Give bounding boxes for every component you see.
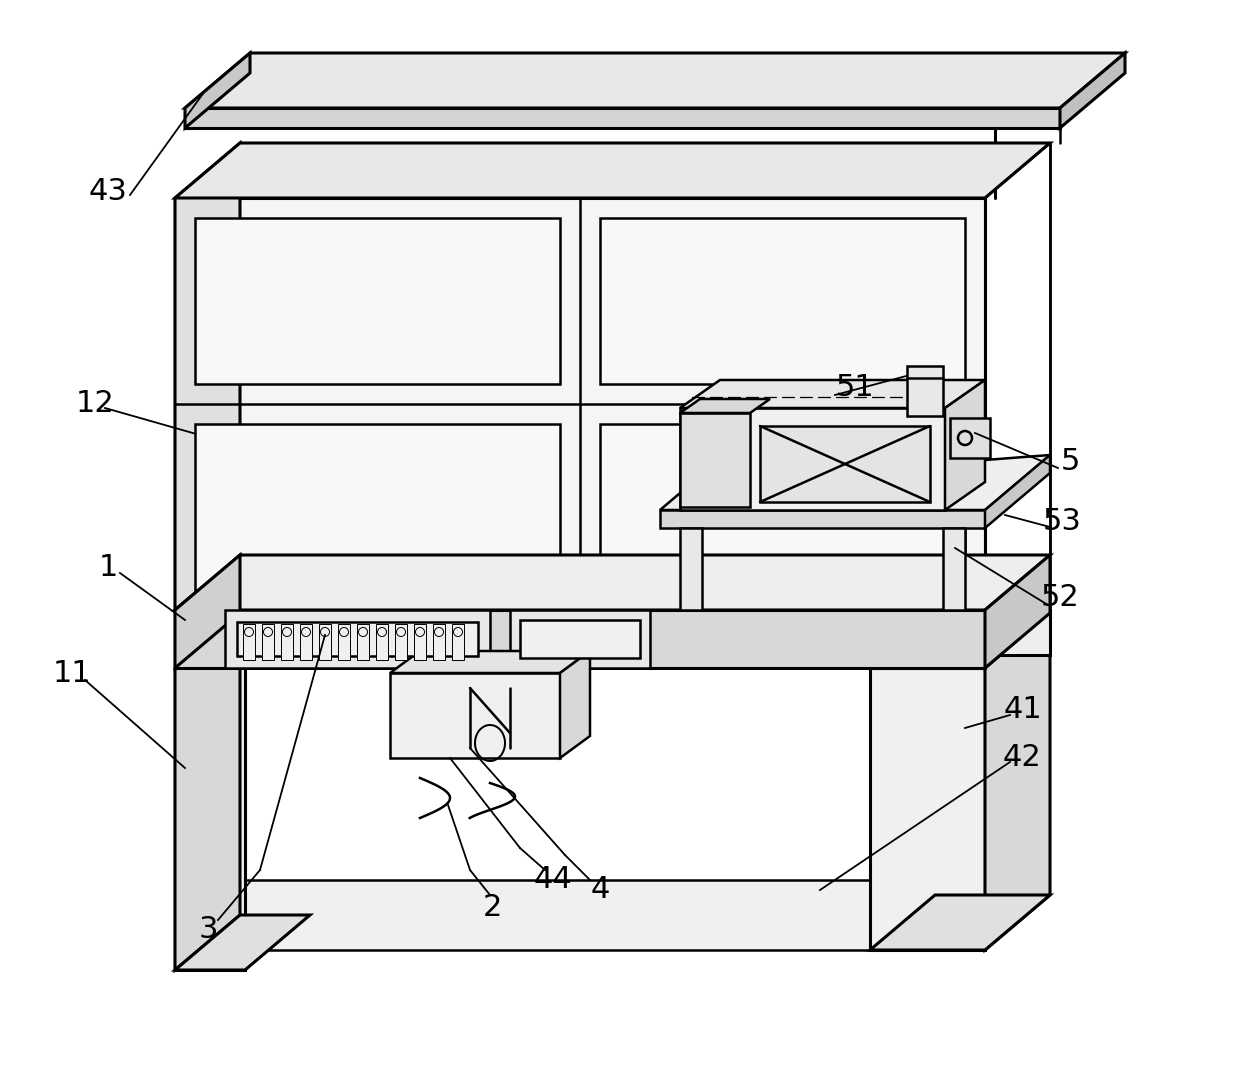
Polygon shape	[985, 455, 1050, 528]
Polygon shape	[175, 610, 1050, 655]
Text: 12: 12	[76, 388, 114, 417]
Text: 44: 44	[533, 865, 573, 894]
Polygon shape	[185, 108, 1060, 128]
Polygon shape	[300, 624, 312, 660]
Polygon shape	[175, 198, 985, 610]
Polygon shape	[906, 366, 942, 416]
Text: 52: 52	[1040, 583, 1079, 612]
Polygon shape	[224, 610, 490, 668]
Polygon shape	[985, 555, 1050, 668]
Polygon shape	[950, 417, 990, 458]
Polygon shape	[357, 624, 370, 660]
Polygon shape	[680, 528, 702, 610]
Polygon shape	[760, 426, 930, 502]
Polygon shape	[520, 620, 640, 659]
Polygon shape	[396, 624, 407, 660]
Polygon shape	[185, 53, 250, 128]
Text: 53: 53	[1043, 507, 1081, 536]
Polygon shape	[510, 610, 650, 668]
Polygon shape	[175, 668, 246, 969]
Polygon shape	[942, 528, 965, 610]
Text: 2: 2	[482, 892, 502, 921]
Polygon shape	[391, 672, 560, 758]
Polygon shape	[600, 424, 965, 590]
Polygon shape	[185, 53, 1125, 108]
Text: 51: 51	[836, 372, 874, 401]
Polygon shape	[281, 624, 293, 660]
Text: 42: 42	[1003, 742, 1042, 771]
Polygon shape	[319, 624, 331, 660]
Polygon shape	[680, 413, 750, 507]
Polygon shape	[414, 624, 427, 660]
Text: 11: 11	[52, 659, 92, 688]
Polygon shape	[175, 610, 985, 668]
Polygon shape	[660, 510, 985, 528]
Text: 3: 3	[198, 916, 218, 945]
Polygon shape	[870, 895, 1050, 950]
Polygon shape	[195, 218, 560, 384]
Text: 41: 41	[1003, 695, 1043, 724]
Polygon shape	[175, 143, 241, 610]
Polygon shape	[680, 380, 985, 408]
Polygon shape	[600, 218, 965, 384]
Polygon shape	[945, 380, 985, 510]
Polygon shape	[660, 455, 1050, 510]
Polygon shape	[175, 915, 310, 969]
Polygon shape	[433, 624, 445, 660]
Polygon shape	[1060, 53, 1125, 128]
Polygon shape	[246, 880, 870, 950]
Polygon shape	[680, 399, 770, 413]
Text: 5: 5	[1060, 448, 1080, 477]
Polygon shape	[195, 424, 560, 590]
Polygon shape	[680, 408, 945, 510]
Text: 43: 43	[88, 178, 128, 207]
Polygon shape	[175, 613, 241, 969]
Polygon shape	[985, 613, 1050, 950]
Polygon shape	[243, 624, 255, 660]
Polygon shape	[870, 668, 985, 950]
Polygon shape	[175, 555, 1050, 610]
Polygon shape	[175, 143, 1050, 198]
Polygon shape	[376, 624, 388, 660]
Text: 4: 4	[590, 876, 610, 905]
Polygon shape	[237, 622, 477, 656]
Polygon shape	[560, 651, 590, 758]
Polygon shape	[262, 624, 274, 660]
Polygon shape	[391, 651, 590, 672]
Polygon shape	[175, 555, 241, 668]
Polygon shape	[339, 624, 350, 660]
Text: 1: 1	[98, 552, 118, 581]
Polygon shape	[453, 624, 464, 660]
